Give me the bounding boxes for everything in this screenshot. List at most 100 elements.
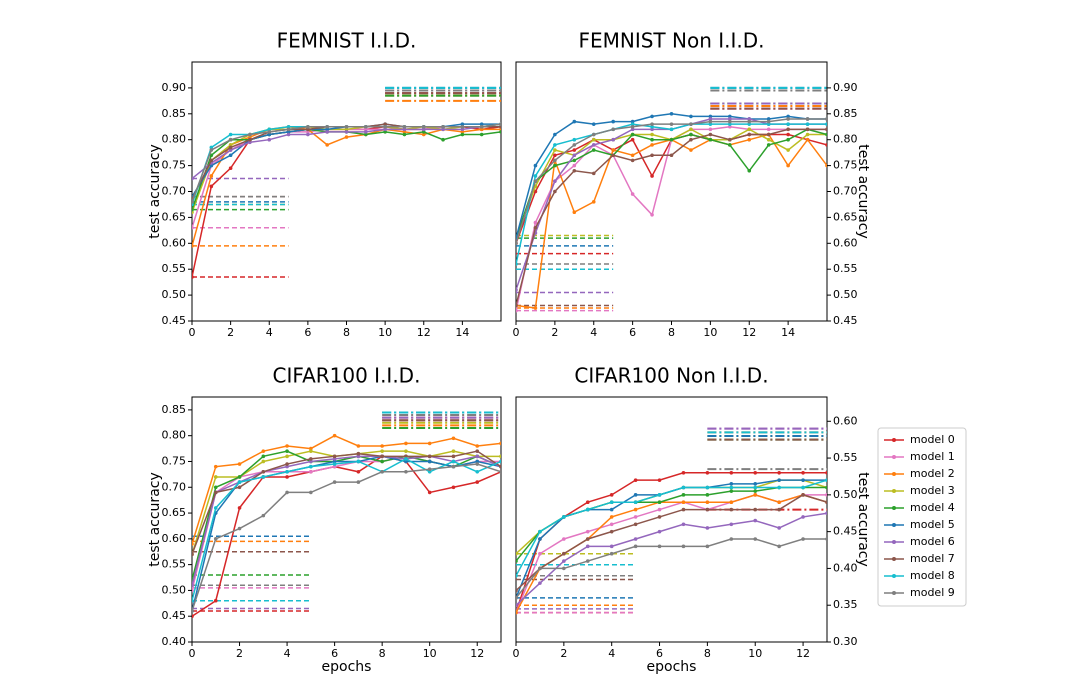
point bbox=[728, 137, 732, 142]
series-line bbox=[516, 538, 827, 599]
y-tick-label: 0.65 bbox=[162, 506, 187, 519]
point bbox=[630, 158, 635, 163]
y-tick-label: 0.75 bbox=[833, 159, 858, 172]
point bbox=[650, 132, 654, 137]
point bbox=[516, 303, 518, 308]
x-tick-label: 0 bbox=[513, 326, 520, 339]
point bbox=[228, 148, 233, 152]
point bbox=[553, 189, 557, 194]
point bbox=[479, 122, 484, 126]
point bbox=[460, 132, 465, 137]
x-tick-label: 6 bbox=[331, 647, 338, 660]
point bbox=[609, 507, 614, 512]
point bbox=[585, 537, 590, 541]
y-tick-label: 0.60 bbox=[833, 236, 858, 249]
point bbox=[516, 610, 518, 615]
point bbox=[805, 117, 810, 121]
chart-title: CIFAR100 I.I.D. bbox=[273, 364, 421, 388]
point bbox=[728, 143, 732, 147]
point bbox=[669, 127, 674, 132]
point bbox=[630, 127, 635, 132]
point bbox=[332, 459, 337, 464]
point bbox=[553, 179, 557, 183]
x-tick-label: 8 bbox=[704, 647, 711, 660]
point bbox=[747, 168, 752, 173]
point bbox=[825, 117, 827, 121]
point bbox=[825, 500, 827, 505]
legend-marker bbox=[892, 591, 896, 595]
point bbox=[630, 192, 635, 196]
point bbox=[753, 518, 758, 523]
point bbox=[747, 132, 752, 137]
point bbox=[261, 469, 266, 474]
point bbox=[451, 449, 456, 453]
point bbox=[538, 551, 542, 556]
point bbox=[285, 464, 289, 469]
point bbox=[309, 464, 313, 469]
plot-area bbox=[191, 396, 502, 643]
y-tick-label: 0.75 bbox=[162, 454, 187, 467]
y-tick-label: 0.45 bbox=[833, 525, 858, 538]
plot-area bbox=[515, 396, 828, 643]
point bbox=[753, 537, 758, 541]
point bbox=[192, 207, 194, 212]
y-tick-label: 0.45 bbox=[162, 609, 187, 622]
point bbox=[192, 598, 194, 603]
point bbox=[538, 529, 542, 534]
point bbox=[451, 485, 456, 490]
point bbox=[766, 122, 771, 126]
plot-layer bbox=[516, 86, 827, 313]
point bbox=[533, 306, 538, 310]
legend-label: model 9 bbox=[910, 586, 955, 599]
point bbox=[344, 135, 349, 139]
legend-marker bbox=[892, 574, 896, 578]
point bbox=[309, 446, 313, 451]
point bbox=[633, 493, 638, 497]
point bbox=[633, 515, 638, 519]
point bbox=[404, 469, 408, 474]
point bbox=[402, 130, 407, 134]
y-axis-label: test accuracy bbox=[147, 472, 163, 567]
point bbox=[192, 588, 194, 593]
point bbox=[572, 158, 577, 163]
point bbox=[562, 559, 566, 563]
x-tick-label: 4 bbox=[590, 326, 597, 339]
point bbox=[681, 485, 686, 490]
point bbox=[825, 163, 827, 168]
point bbox=[228, 137, 233, 142]
point bbox=[650, 213, 654, 217]
point bbox=[427, 469, 432, 474]
point bbox=[681, 544, 686, 549]
x-tick-label: 10 bbox=[748, 647, 762, 660]
point bbox=[306, 124, 310, 129]
point bbox=[689, 132, 693, 137]
point bbox=[572, 210, 577, 215]
legend-marker bbox=[892, 455, 896, 459]
point bbox=[611, 137, 615, 142]
point bbox=[825, 485, 827, 490]
point bbox=[380, 459, 384, 464]
point bbox=[209, 184, 214, 189]
point bbox=[213, 537, 218, 541]
point bbox=[325, 127, 329, 132]
point bbox=[285, 490, 289, 495]
point bbox=[708, 137, 713, 142]
y-tick-label: 0.55 bbox=[833, 262, 858, 275]
point bbox=[630, 119, 635, 124]
x-tick-label: 6 bbox=[656, 647, 663, 660]
point bbox=[591, 137, 596, 142]
point bbox=[451, 454, 456, 459]
chart-title: FEMNIST Non I.I.D. bbox=[578, 29, 764, 53]
point bbox=[777, 500, 781, 505]
point bbox=[753, 493, 758, 497]
y-tick-label: 0.40 bbox=[833, 561, 858, 574]
point bbox=[609, 544, 614, 549]
point bbox=[553, 158, 557, 163]
point bbox=[728, 124, 732, 129]
point bbox=[402, 127, 407, 132]
point bbox=[562, 537, 566, 541]
y-tick-label: 0.45 bbox=[162, 314, 187, 327]
point bbox=[402, 132, 407, 137]
point bbox=[753, 482, 758, 486]
